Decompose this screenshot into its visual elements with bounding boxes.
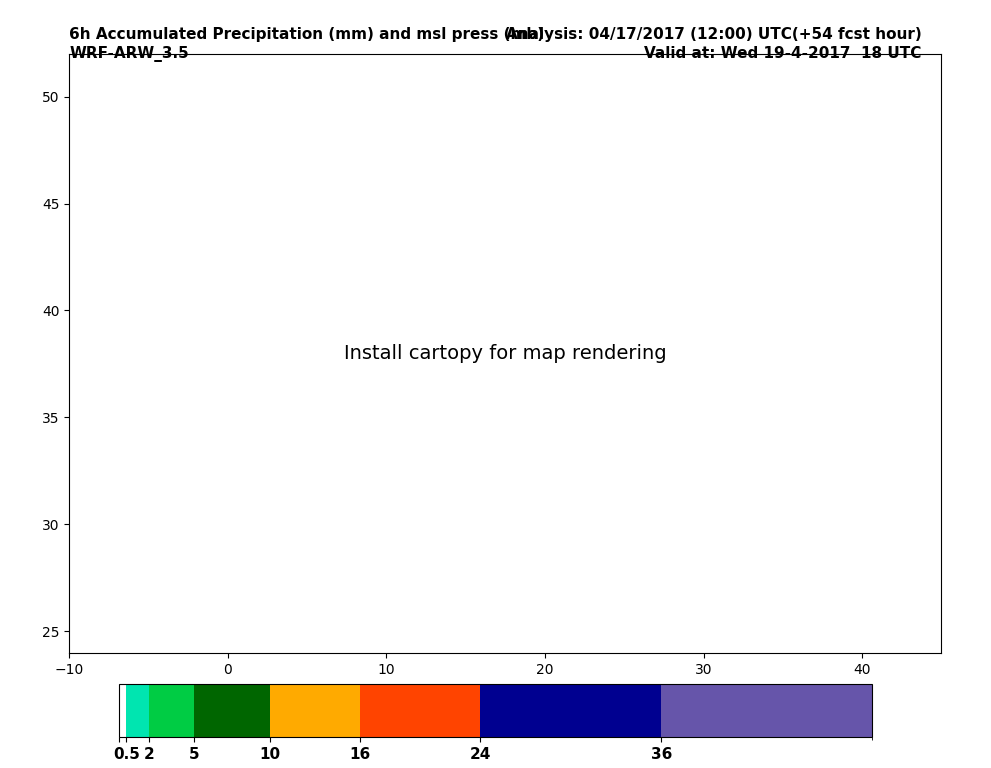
Text: WRF-ARW_3.5: WRF-ARW_3.5 [69,46,189,62]
Text: Install cartopy for map rendering: Install cartopy for map rendering [344,344,667,362]
Text: Valid at: Wed 19-4-2017  18 UTC: Valid at: Wed 19-4-2017 18 UTC [644,46,922,61]
Text: Analysis: 04/17/2017 (12:00) UTC(+54 fcst hour): Analysis: 04/17/2017 (12:00) UTC(+54 fcs… [505,27,922,42]
Text: 6h Accumulated Precipitation (mm) and msl press (mb): 6h Accumulated Precipitation (mm) and ms… [69,27,544,42]
